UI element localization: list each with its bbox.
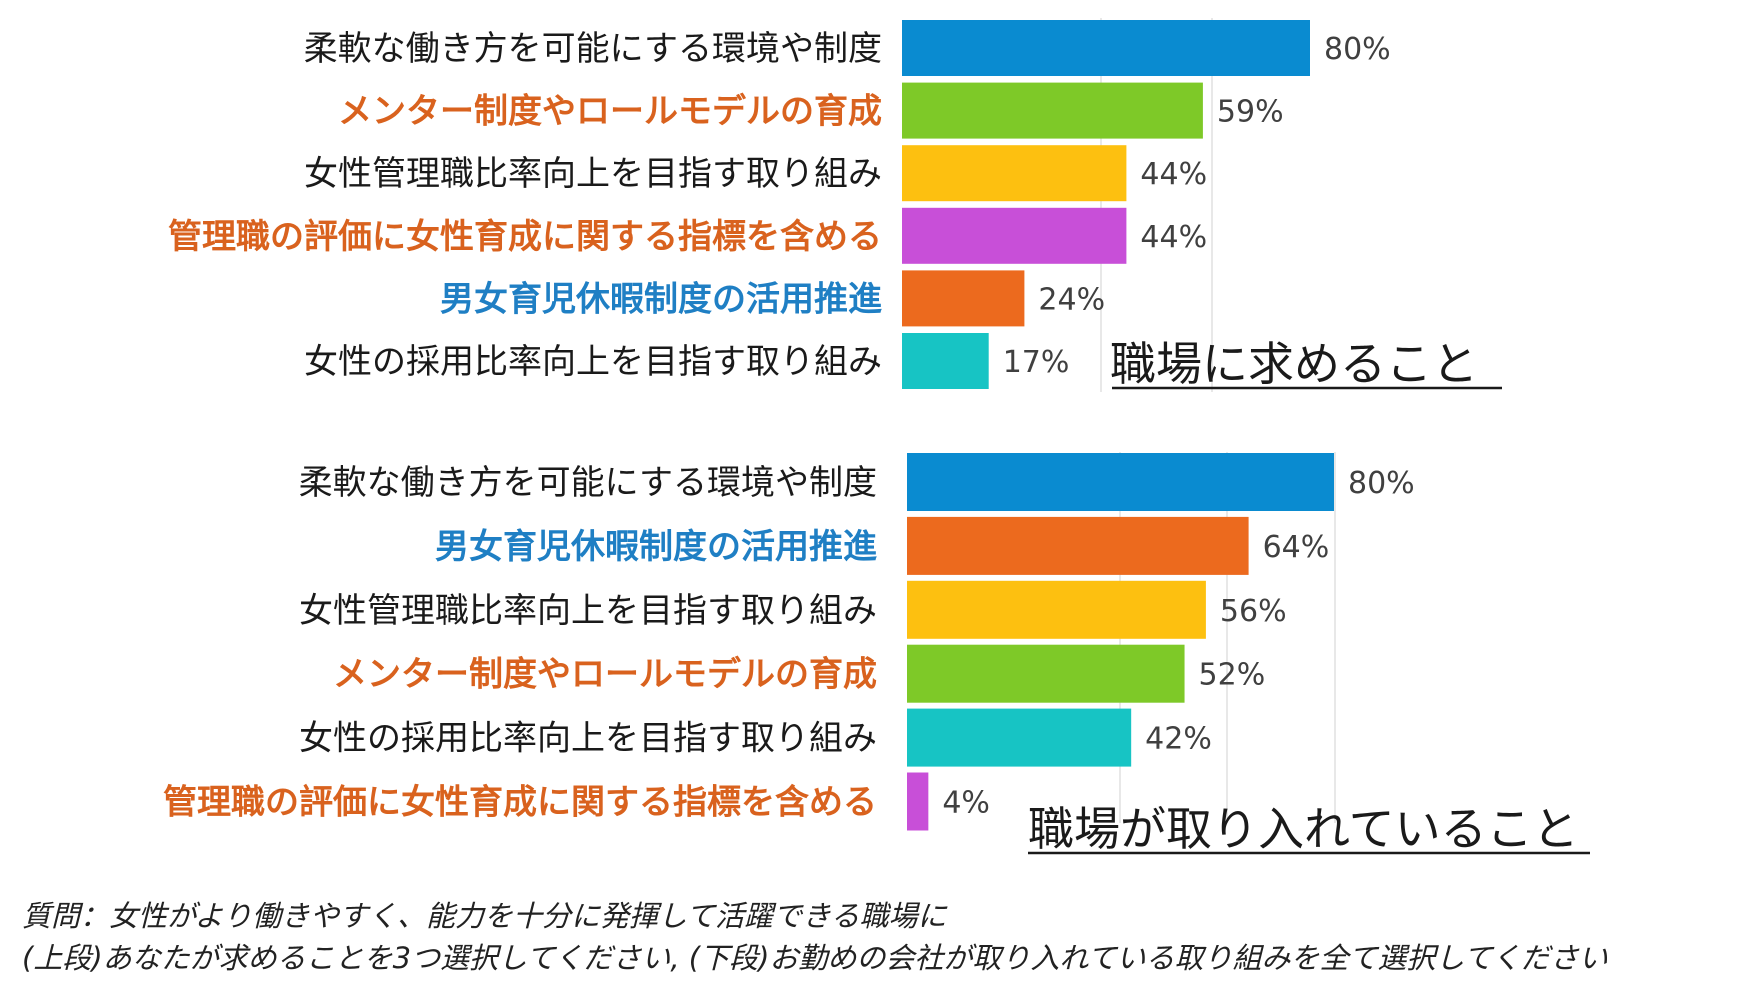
chart1-value-label-6: 17% <box>1003 345 1070 380</box>
chart1-category-label-1: 柔軟な働き方を可能にする環境や制度 <box>304 29 882 69</box>
chart2-bar-2 <box>907 516 1249 575</box>
chart1-category-label-6: 女性の採用比率向上を目指す取り組み <box>304 342 882 382</box>
chart2-value-label-3: 56% <box>1220 594 1287 629</box>
chart-area: 80% 柔軟な働き方を可能にする環境や制度 59% メンター制度やロールモデルの育成 4… <box>163 18 1590 856</box>
chart1-title: 職場に求めること <box>1110 337 1478 391</box>
chart2-value-label-4: 52% <box>1199 658 1266 693</box>
chart1-value-label-5: 24% <box>1038 282 1105 317</box>
chart2-bar-1 <box>907 453 1334 511</box>
chart1-bar-3 <box>902 145 1127 202</box>
chart2-bar-6 <box>907 772 929 831</box>
chart1-bar-5 <box>902 270 1025 327</box>
chart2-value-label-6: 4% <box>942 786 990 821</box>
chart2-bar-4 <box>907 644 1185 703</box>
chart2-category-label-1: 柔軟な働き方を可能にする環境や制度 <box>299 463 877 503</box>
chart2-bar-5 <box>907 708 1132 767</box>
chart1-value-label-1: 80% <box>1324 32 1391 67</box>
chart1-category-label-4: 管理職の評価に女性育成に関する指標を含める <box>168 217 882 257</box>
chart1-bar-4 <box>902 207 1127 264</box>
chart2-value-label-1: 80% <box>1348 466 1415 501</box>
chart1-bar-6 <box>902 333 989 389</box>
footnote-line-2: (上段)あなたが求めることを3つ選択してください, (下段)お勤めの会社が取り入… <box>22 941 1608 975</box>
chart1-value-label-2: 59% <box>1217 95 1284 130</box>
footnote-line-1: 質問：女性がより働きやすく、能力を十分に発揮して活躍できる職場に <box>22 899 947 933</box>
chart2-category-label-3: 女性管理職比率向上を目指す取り組み <box>299 591 877 631</box>
chart2-title: 職場が取り入れていること <box>1028 802 1579 856</box>
chart1-category-label-5: 男女育児休暇制度の活用推進 <box>440 279 882 319</box>
chart2-value-label-5: 42% <box>1145 722 1212 757</box>
chart2-value-label-2: 64% <box>1263 530 1330 565</box>
chart1-bar-2 <box>902 82 1203 139</box>
chart2-category-label-2: 男女育児休暇制度の活用推進 <box>435 527 877 567</box>
chart1-bar-1 <box>902 20 1310 76</box>
chart1-value-label-3: 44% <box>1140 157 1207 192</box>
chart2-category-label-6: 管理職の評価に女性育成に関する指標を含める <box>163 783 877 823</box>
chart1-category-label-2: メンター制度やロールモデルの育成 <box>338 92 882 132</box>
chart2-bar-3 <box>907 580 1206 639</box>
chart2-category-label-5: 女性の採用比率向上を目指す取り組み <box>299 719 877 759</box>
chart2-category-label-4: メンター制度やロールモデルの育成 <box>333 655 877 695</box>
chart1-value-label-4: 44% <box>1140 220 1207 255</box>
chart1-category-label-3: 女性管理職比率向上を目指す取り組み <box>304 154 882 194</box>
